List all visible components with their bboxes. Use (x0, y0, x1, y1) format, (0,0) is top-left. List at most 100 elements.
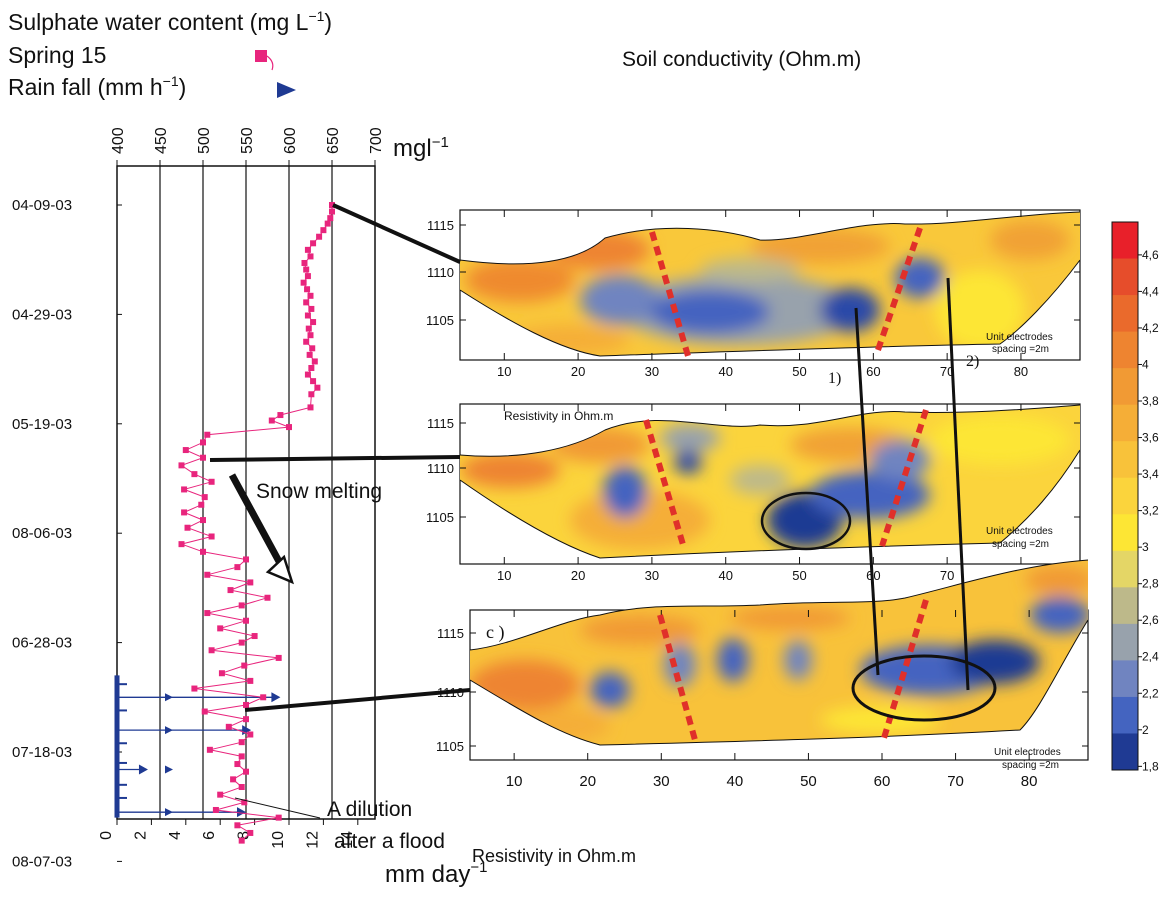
panel-bot-electrode-2: spacing =2m (1002, 760, 1059, 771)
colorbar-tick-label: 3,6 (1142, 431, 1159, 445)
date-connector-top (332, 203, 461, 264)
colorbar-tick-label: 3,2 (1142, 504, 1159, 518)
panel-x-tick-label: 40 (727, 773, 744, 790)
panel-mid-label: Resistivity in Ohm.m (504, 409, 613, 423)
spring15-point (275, 654, 282, 661)
panel-mid-base (459, 449, 1081, 559)
rainfall-arrowhead (237, 807, 246, 818)
panel-y-tick-label: 1115 (427, 218, 454, 233)
spring15-point (184, 524, 191, 531)
bottom-axis-unit: mm day−1 (385, 859, 487, 888)
spring15-point (212, 806, 219, 813)
spring15-point (308, 305, 315, 312)
panel-mid-electrode-1: Unit electrodes (986, 526, 1053, 537)
spring15-point (225, 723, 232, 730)
colorbar-segment (1112, 368, 1138, 406)
panel-x-tick-label: 80 (1021, 773, 1038, 790)
spring15-point (238, 837, 245, 844)
spring15-point (200, 439, 206, 446)
resistivity-panel-top: 10 20 30 40 50 60 70 80 1115 1110 1105 Unit electr… (426, 209, 1081, 379)
panel-y-tick-label: 1105 (436, 739, 464, 754)
spring15-point (268, 417, 275, 424)
bottom-tick-label: 4 (167, 831, 184, 840)
spring15-point (314, 384, 321, 391)
spring15-point (200, 548, 206, 555)
spring15-point (247, 579, 254, 586)
top-tick-label: 650 (325, 127, 342, 154)
panel-bot-dashed-1 (657, 614, 698, 741)
spring15-point (208, 478, 215, 485)
date-tick-label: 06-28-03 (12, 635, 72, 652)
spring15-point (286, 424, 292, 431)
panel-bot-electrode-1: Unit electrodes (994, 747, 1061, 758)
marker-1: 1) (828, 370, 841, 387)
spring15-point (238, 739, 245, 746)
date-tick-label: 05-19-03 (12, 416, 72, 433)
spring15-point (308, 391, 315, 398)
date-axis-ticks: 04-09-03 04-29-03 05-19-03 08-06-03 06-28-03… (12, 197, 122, 870)
panel-mid-surface (459, 404, 1081, 457)
panel-y-tick-label: 1105 (426, 510, 454, 525)
colorbar-segment (1112, 550, 1138, 588)
top-axis-unit: mgl−1 (393, 134, 449, 162)
panel-y-tick-label: 1110 (427, 461, 454, 476)
colorbar-tick-label: 2,4 (1142, 650, 1159, 664)
sulphate-label: Sulphate water content (mg L−1) (8, 8, 332, 35)
colorbar-segment (1112, 295, 1138, 333)
colorbar-segment (1112, 441, 1138, 479)
panel-x-tick-label: 50 (792, 364, 806, 379)
top-tick-label: 700 (368, 127, 385, 154)
spring15-point (243, 716, 249, 723)
spring-legend-marker (255, 50, 274, 71)
spring15-point (304, 246, 311, 253)
panel-top-electrode-1: Unit electrodes (986, 332, 1053, 343)
spring15-point (206, 746, 213, 753)
spring15-point (307, 292, 314, 299)
rainfall-arrowhead (138, 764, 148, 775)
colorbar-segment (1112, 733, 1138, 771)
panel-mid-dashed-2 (879, 409, 929, 547)
panel-top-axis-ticks: 10 20 30 40 50 60 70 80 1115 1110 1105 (426, 210, 1080, 379)
panel-x-tick-label: 80 (1014, 364, 1028, 379)
spring15-point (260, 694, 267, 701)
spring15-point (303, 299, 310, 306)
spring15-point (275, 814, 282, 821)
snow-melting-label: Snow melting (256, 480, 382, 503)
rainfall-arrowhead (165, 808, 173, 817)
spring15-point (303, 338, 310, 345)
panel-x-tick-label: 40 (718, 364, 732, 379)
rain-legend-marker (277, 82, 296, 98)
spring15-point (230, 776, 237, 783)
panel-top-dashed-1 (649, 231, 691, 357)
spring15-point (301, 259, 308, 266)
spring15-point (251, 633, 258, 640)
panel-x-tick-label: 50 (792, 568, 806, 583)
date-connector-bot (244, 688, 471, 712)
panel-top-dashed-2 (875, 227, 923, 351)
panel-x-tick-label: 60 (866, 364, 880, 379)
panel-x-tick-label: 20 (571, 568, 585, 583)
panel-top-fill (460, 212, 1080, 356)
panel-y-tick-label: 1115 (427, 416, 454, 431)
panel-y-tick-label: 1105 (426, 313, 454, 328)
panel-x-tick-label: 70 (947, 773, 964, 790)
spring15-point (329, 202, 335, 208)
colorbar-segment (1112, 477, 1138, 515)
panel-bot-surface (469, 559, 1089, 651)
spring15-point (306, 351, 313, 358)
spring15-point (307, 253, 314, 260)
colorbar-frame (1111, 221, 1139, 771)
spring15-point (324, 220, 331, 227)
panel-x-tick-label: 30 (645, 364, 659, 379)
colorbar-tick-label: 1,8 (1142, 759, 1159, 773)
colorbar-tick-label: 2,2 (1142, 686, 1159, 700)
bottom-tick-label: 10 (270, 831, 287, 849)
rainfall-arrowhead (165, 726, 173, 735)
spring15-point (227, 587, 234, 594)
panel-x-tick-label: 20 (571, 364, 585, 379)
colorbar-segment (1112, 623, 1138, 661)
spring15-line (179, 205, 333, 841)
top-tick-label: 400 (110, 127, 127, 154)
